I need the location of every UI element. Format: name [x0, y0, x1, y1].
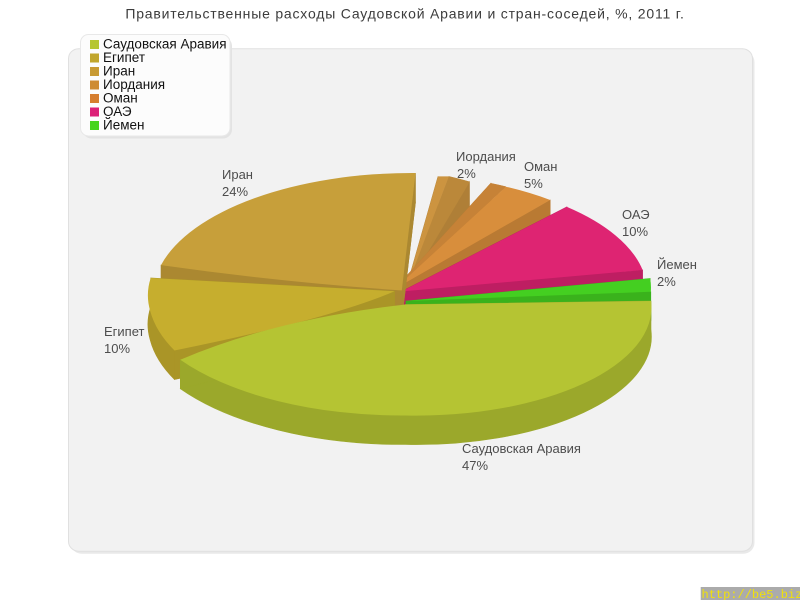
svg-text:Саудовская Аравия: Саудовская Аравия [103, 37, 227, 52]
svg-text:Оман: Оман [524, 159, 557, 174]
svg-text:Йемен: Йемен [657, 257, 697, 272]
svg-text:2%: 2% [657, 274, 676, 289]
svg-text:24%: 24% [222, 184, 248, 199]
svg-text:Иордания: Иордания [103, 77, 165, 92]
svg-text:Оман: Оман [103, 91, 138, 106]
svg-text:http://be5.biz/: http://be5.biz/ [702, 588, 800, 600]
svg-text:2%: 2% [457, 166, 476, 181]
svg-text:ОАЭ: ОАЭ [622, 207, 650, 222]
svg-text:Саудовская Аравия: Саудовская Аравия [462, 441, 581, 456]
svg-text:5%: 5% [524, 176, 543, 191]
svg-text:10%: 10% [104, 341, 130, 356]
svg-text:47%: 47% [462, 458, 488, 473]
svg-text:ОАЭ: ОАЭ [103, 104, 132, 119]
svg-text:10%: 10% [622, 224, 648, 239]
svg-text:Правительственные расходы Сауд: Правительственные расходы Саудовской Ара… [125, 6, 684, 22]
svg-text:Иран: Иран [222, 167, 253, 182]
svg-text:Египет: Египет [103, 50, 145, 65]
svg-text:Йемен: Йемен [103, 118, 144, 133]
svg-text:Иран: Иран [103, 64, 135, 79]
svg-text:Египет: Египет [104, 324, 145, 339]
svg-text:Иордания: Иордания [456, 149, 516, 164]
